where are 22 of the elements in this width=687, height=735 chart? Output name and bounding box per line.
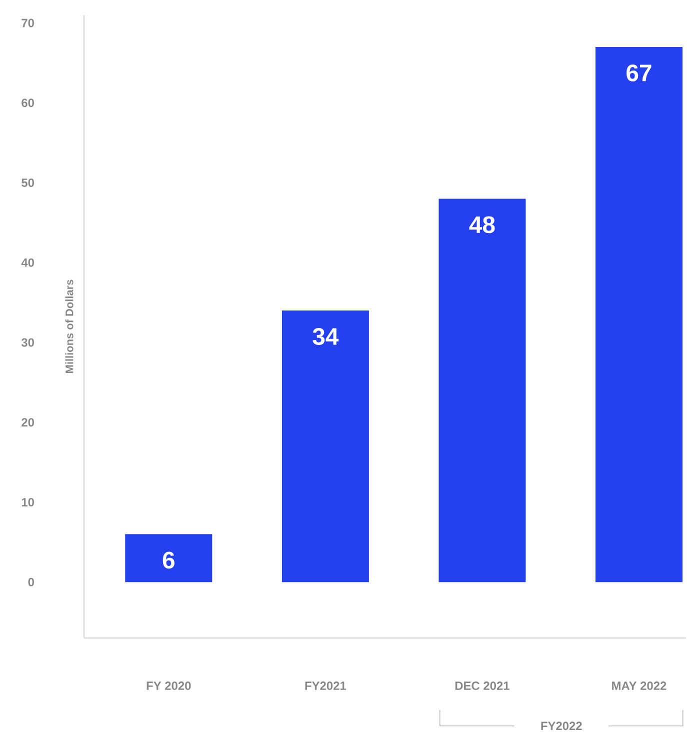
x-tick-label: FY 2020: [146, 682, 191, 690]
y-tick-label: 50: [22, 178, 34, 187]
bar: [438, 198, 526, 582]
y-tick-label: 40: [21, 258, 34, 267]
x-tick-label: DEC 2021: [456, 682, 510, 690]
y-tick-label: 20: [22, 418, 34, 427]
x-tick-label: FY2021: [305, 682, 346, 690]
y-tick-label: 10: [22, 498, 34, 506]
y-tick-label: 70: [22, 18, 34, 28]
y-tick-label: 60: [22, 98, 34, 108]
data-label: 34: [312, 328, 339, 345]
data-label: 6: [163, 552, 175, 569]
bar: [282, 310, 370, 582]
data-label: 48: [469, 216, 495, 234]
data-label: 67: [626, 64, 652, 82]
bar: [596, 46, 683, 582]
x-tick-label: MAY 2022: [612, 682, 666, 690]
y-tick-label: 30: [22, 338, 34, 347]
y-tick-label: 0: [28, 578, 34, 586]
y-axis-title: Millions of Dollars: [65, 280, 74, 373]
bar: [125, 534, 212, 582]
text: FY2022: [541, 722, 582, 730]
